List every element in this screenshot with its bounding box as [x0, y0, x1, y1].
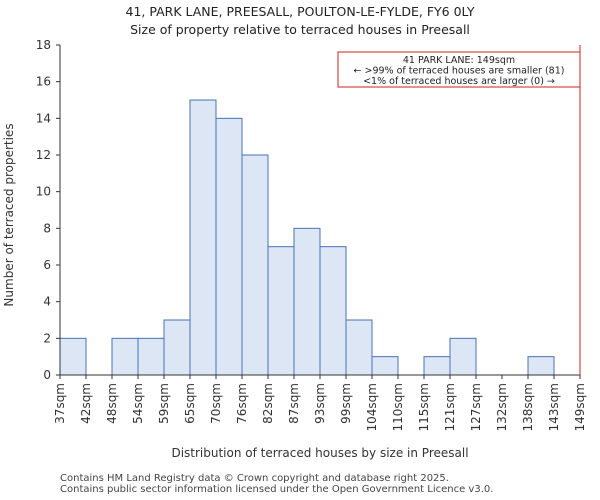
- y-tick-label-14: 14: [36, 111, 51, 125]
- chart-title-address: 41, PARK LANE, PREESALL, POULTON-LE-FYLD…: [125, 4, 475, 19]
- chart-title-subtitle: Size of property relative to terraced ho…: [130, 22, 470, 37]
- x-tick-label-121sqm: 121sqm: [443, 383, 457, 431]
- x-tick-label-59sqm: 59sqm: [157, 383, 171, 424]
- bar-37sqm: [59, 337, 87, 376]
- bar-121sqm: [449, 337, 477, 376]
- bar-48sqm: [111, 337, 139, 376]
- x-tick-label-115sqm: 115sqm: [417, 383, 431, 431]
- x-tick-label-127sqm: 127sqm: [469, 383, 483, 431]
- x-tick-label-104sqm: 104sqm: [365, 383, 379, 431]
- y-tick-label-8: 8: [43, 221, 51, 235]
- bar-87sqm: [293, 227, 321, 376]
- bar-82sqm: [267, 246, 295, 376]
- bar-76sqm: [241, 154, 269, 376]
- annotation-line-3: <1% of terraced houses are larger (0) →: [363, 76, 555, 87]
- y-tick-label-2: 2: [43, 331, 51, 345]
- x-tick-label-42sqm: 42sqm: [79, 383, 93, 424]
- x-tick-label-132sqm: 132sqm: [495, 383, 509, 431]
- y-tick-label-10: 10: [36, 185, 51, 199]
- x-tick-label-87sqm: 87sqm: [287, 383, 301, 424]
- y-tick-label-16: 16: [36, 75, 51, 89]
- x-tick-label-138sqm: 138sqm: [521, 383, 535, 431]
- bar-54sqm: [137, 337, 165, 376]
- bar-59sqm: [163, 319, 191, 376]
- annotation-box: [337, 51, 581, 88]
- annotation-line-1: 41 PARK LANE: 149sqm: [403, 55, 515, 66]
- bar-70sqm: [215, 117, 243, 376]
- y-tick-label-12: 12: [36, 148, 51, 162]
- annotation-line-2: ← >99% of terraced houses are smaller (8…: [354, 66, 565, 77]
- bar-93sqm: [319, 246, 347, 376]
- x-tick-label-76sqm: 76sqm: [235, 383, 249, 424]
- footer-licence: Contains public sector information licen…: [60, 484, 494, 495]
- y-tick-label-4: 4: [43, 295, 51, 309]
- x-tick-label-93sqm: 93sqm: [313, 383, 327, 424]
- x-tick-label-37sqm: 37sqm: [53, 383, 67, 424]
- x-tick-label-65sqm: 65sqm: [183, 383, 197, 424]
- y-tick-label-0: 0: [43, 368, 51, 382]
- x-tick-label-70sqm: 70sqm: [209, 383, 223, 424]
- x-tick-label-82sqm: 82sqm: [261, 383, 275, 424]
- footer-copyright: Contains HM Land Registry data © Crown c…: [60, 473, 449, 484]
- bar-65sqm: [189, 99, 217, 376]
- bar-104sqm: [371, 356, 399, 376]
- x-axis-label: Distribution of terraced houses by size …: [171, 446, 468, 460]
- bar-115sqm: [423, 356, 451, 376]
- x-tick-label-143sqm: 143sqm: [547, 383, 561, 431]
- y-axis-label: Number of terraced properties: [2, 123, 16, 306]
- bar-138sqm: [527, 356, 555, 376]
- bar-99sqm: [345, 319, 373, 376]
- x-tick-label-54sqm: 54sqm: [131, 383, 145, 424]
- x-tick-label-99sqm: 99sqm: [339, 383, 353, 424]
- x-tick-label-149sqm: 149sqm: [573, 383, 587, 431]
- y-tick-label-6: 6: [43, 258, 51, 272]
- y-tick-label-18: 18: [36, 38, 51, 52]
- x-tick-label-110sqm: 110sqm: [391, 383, 405, 431]
- x-tick-label-48sqm: 48sqm: [105, 383, 119, 424]
